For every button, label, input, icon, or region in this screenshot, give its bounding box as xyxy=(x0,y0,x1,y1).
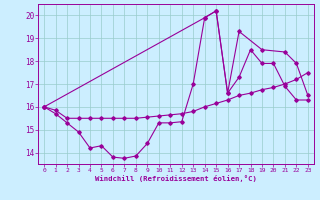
X-axis label: Windchill (Refroidissement éolien,°C): Windchill (Refroidissement éolien,°C) xyxy=(95,175,257,182)
